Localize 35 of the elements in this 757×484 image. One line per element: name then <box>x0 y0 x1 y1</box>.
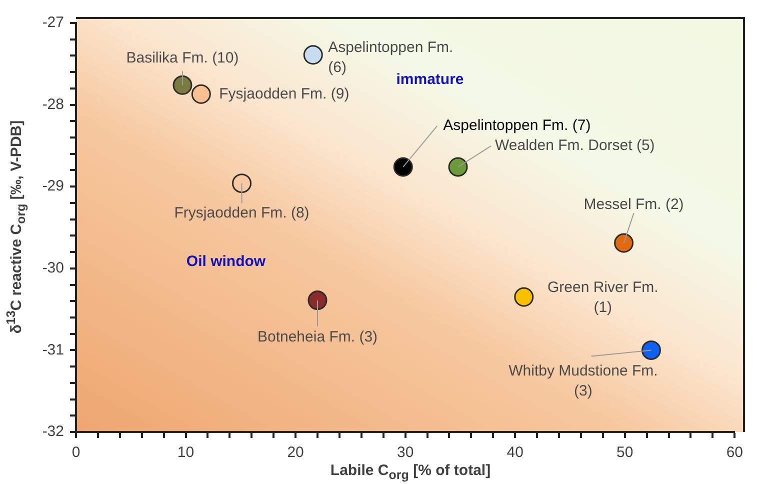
y-tick-label: -30 <box>42 260 64 277</box>
series-label: Botneheia Fm. (3) <box>257 328 378 346</box>
point <box>641 340 661 360</box>
y-tick-label: -28 <box>42 96 64 113</box>
point <box>172 75 192 95</box>
point <box>614 233 634 253</box>
series-label: Frysjaodden Fm. (8) <box>174 204 310 222</box>
x-tick-label: 30 <box>396 444 414 462</box>
text: Wealden Fm. Dorset (5) <box>495 137 655 154</box>
point <box>514 287 534 307</box>
x-tick-label: 0 <box>72 444 80 462</box>
annotation: immature <box>396 71 464 88</box>
point <box>393 157 413 177</box>
x-tick-label: 60 <box>726 444 743 462</box>
x-axis-title: Labile C$_{org}$ [% of total] <box>329 462 492 482</box>
y-tick-label: -32 <box>42 423 64 440</box>
text: Aspelintoppen Fm. (7) <box>443 117 591 134</box>
y-tick-label: -29 <box>42 178 64 195</box>
series-label: Fysjaodden Fm. (9) <box>219 85 350 102</box>
series-label: Whitby Mudstione Fm. (3) <box>508 362 658 400</box>
y-tick-label: -31 <box>42 341 64 358</box>
text: Messel Fm. (2) <box>584 196 684 214</box>
x-tick-label: 20 <box>287 444 304 462</box>
x-tick-label: 40 <box>506 444 524 462</box>
point <box>232 174 252 194</box>
annotation: Oil window <box>186 253 266 270</box>
x-tick-label: 50 <box>616 444 634 462</box>
series-label: Green River Fm. (1) <box>547 279 658 316</box>
point <box>448 157 468 177</box>
point <box>191 84 211 104</box>
x-tick-label: 10 <box>177 444 194 462</box>
point <box>308 290 328 310</box>
series-label: Basilika Fm. (10) <box>126 49 239 66</box>
point <box>303 45 323 65</box>
y-tick-label: -27 <box>42 14 64 32</box>
